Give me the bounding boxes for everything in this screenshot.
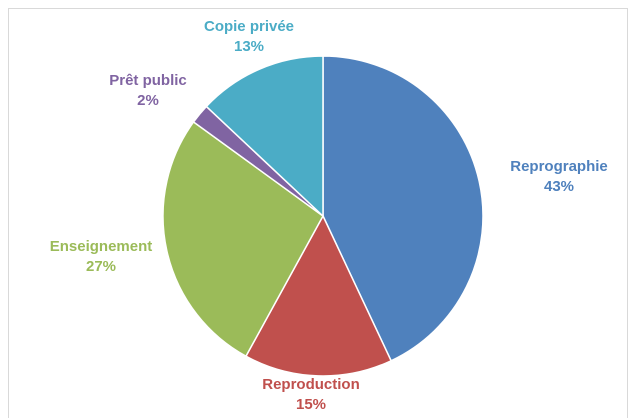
- label-enseignement-value: 27%: [86, 258, 116, 275]
- label-reprographie-name: Reprographie: [510, 158, 608, 175]
- label-copie-privee-value: 13%: [234, 38, 264, 55]
- label-reproduction-name: Reproduction: [262, 376, 360, 393]
- label-reprographie-value: 43%: [544, 178, 574, 195]
- label-pret-public-value: 2%: [137, 92, 159, 109]
- label-reproduction-value: 15%: [296, 396, 326, 412]
- chart-frame: [8, 8, 628, 418]
- pie-slice-enseignement: [162, 120, 324, 358]
- pie-labels: Reprographie 43% Reproduction 15% Enseig…: [50, 18, 608, 412]
- pie-slice-reproduction: [244, 214, 393, 377]
- label-enseignement-name: Enseignement: [50, 238, 153, 255]
- pie-slice-copie-privee: [205, 55, 324, 218]
- label-pret-public-name: Prêt public: [109, 72, 187, 89]
- label-copie-privee-name: Copie privée: [204, 18, 294, 35]
- pie-slices: [162, 55, 484, 377]
- pie-slice-reprographie: [322, 55, 484, 362]
